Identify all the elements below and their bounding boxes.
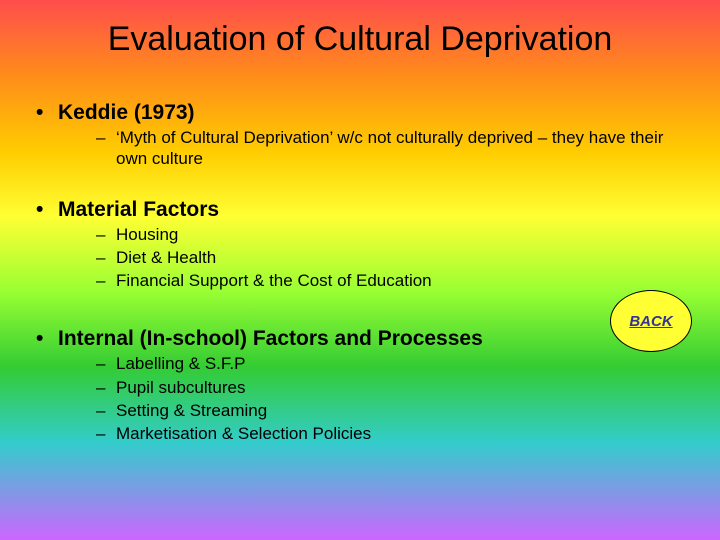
slide-title: Evaluation of Cultural Deprivation <box>0 0 720 59</box>
list-item: – Pupil subcultures <box>96 377 684 398</box>
list-item: – Labelling & S.F.P <box>96 353 684 374</box>
list-item: – Setting & Streaming <box>96 400 684 421</box>
dash-icon: – <box>96 127 116 170</box>
list-item: – Marketisation & Selection Policies <box>96 423 684 444</box>
section-internal-items: – Labelling & S.F.P – Pupil subcultures … <box>36 353 684 444</box>
section-heading: Internal (In-school) Factors and Process… <box>58 327 483 350</box>
list-item: – Diet & Health <box>96 247 684 268</box>
back-button-label: BACK <box>629 313 672 330</box>
list-item-text: Marketisation & Selection Policies <box>116 423 371 444</box>
bullet-icon: • <box>36 327 58 351</box>
section-heading: Keddie (1973) <box>58 101 195 124</box>
dash-icon: – <box>96 400 116 421</box>
list-item: – ‘Myth of Cultural Deprivation’ w/c not… <box>96 127 684 170</box>
dash-icon: – <box>96 423 116 444</box>
list-item: – Housing <box>96 224 684 245</box>
list-item-text: Diet & Health <box>116 247 216 268</box>
list-item-text: Labelling & S.F.P <box>116 353 245 374</box>
section-internal: •Internal (In-school) Factors and Proces… <box>36 327 684 351</box>
list-item-text: ‘Myth of Cultural Deprivation’ w/c not c… <box>116 127 684 170</box>
section-material: •Material Factors <box>36 198 684 222</box>
section-heading: Material Factors <box>58 198 219 221</box>
list-item-text: Pupil subcultures <box>116 377 245 398</box>
list-item-text: Setting & Streaming <box>116 400 267 421</box>
bullet-icon: • <box>36 101 58 125</box>
list-item: – Financial Support & the Cost of Educat… <box>96 270 684 291</box>
back-button[interactable]: BACK <box>610 290 692 352</box>
section-keddie-items: – ‘Myth of Cultural Deprivation’ w/c not… <box>36 127 684 170</box>
dash-icon: – <box>96 353 116 374</box>
list-item-text: Financial Support & the Cost of Educatio… <box>116 270 432 291</box>
dash-icon: – <box>96 224 116 245</box>
dash-icon: – <box>96 377 116 398</box>
section-keddie: •Keddie (1973) <box>36 101 684 125</box>
bullet-icon: • <box>36 198 58 222</box>
slide-body: •Keddie (1973) – ‘Myth of Cultural Depri… <box>0 59 720 444</box>
dash-icon: – <box>96 247 116 268</box>
dash-icon: – <box>96 270 116 291</box>
list-item-text: Housing <box>116 224 178 245</box>
section-material-items: – Housing – Diet & Health – Financial Su… <box>36 224 684 292</box>
